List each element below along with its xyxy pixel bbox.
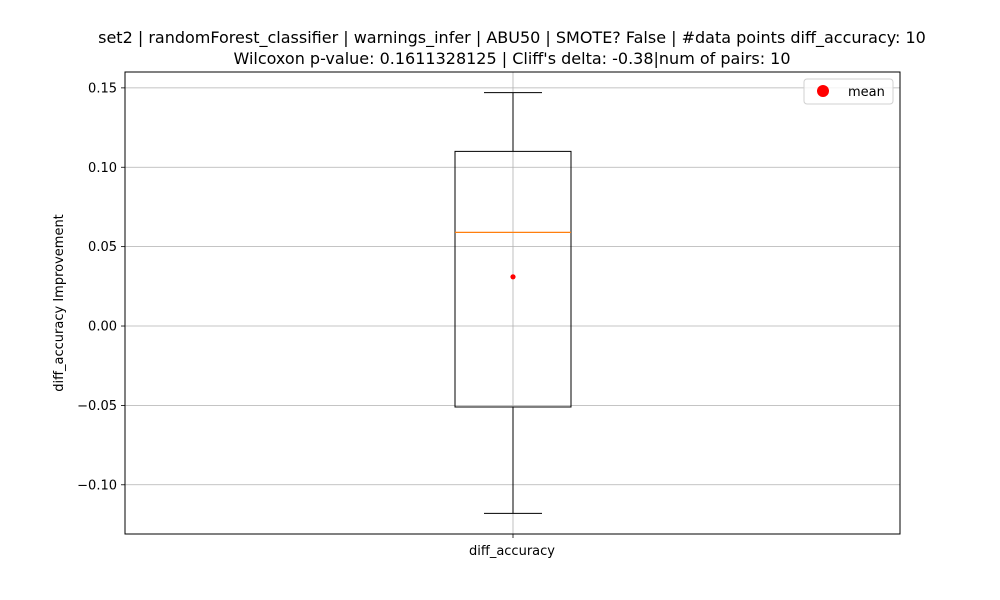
y-tick-label: 0.10 — [88, 161, 117, 176]
mean-marker — [510, 274, 516, 280]
y-tick-label: 0.05 — [88, 240, 117, 255]
plot-area — [454, 92, 572, 514]
legend-frame — [803, 78, 894, 105]
y-tick-label: 0.15 — [88, 81, 117, 96]
iqr-box — [454, 150, 572, 408]
axes-frame — [124, 71, 901, 535]
legend-mean-marker — [817, 85, 829, 97]
y-tick-label: 0.00 — [88, 320, 117, 335]
legend-mean-label: mean — [848, 85, 885, 100]
x-tick-label-diff-accuracy: diff_accuracy — [469, 544, 555, 559]
chart-title-line2: Wilcoxon p-value: 0.1611328125 | Cliff's… — [233, 49, 790, 68]
y-tick-label: −0.10 — [77, 478, 117, 493]
y-tick-label: −0.05 — [77, 399, 117, 414]
y-axis-ticks: −0.10 −0.05 0.00 0.05 0.10 0.15 — [77, 81, 514, 538]
y-axis-label: diff_accuracy Improvement — [52, 214, 67, 392]
legend: mean — [803, 78, 894, 105]
chart-title-line1: set2 | randomForest_classifier | warning… — [98, 28, 926, 48]
